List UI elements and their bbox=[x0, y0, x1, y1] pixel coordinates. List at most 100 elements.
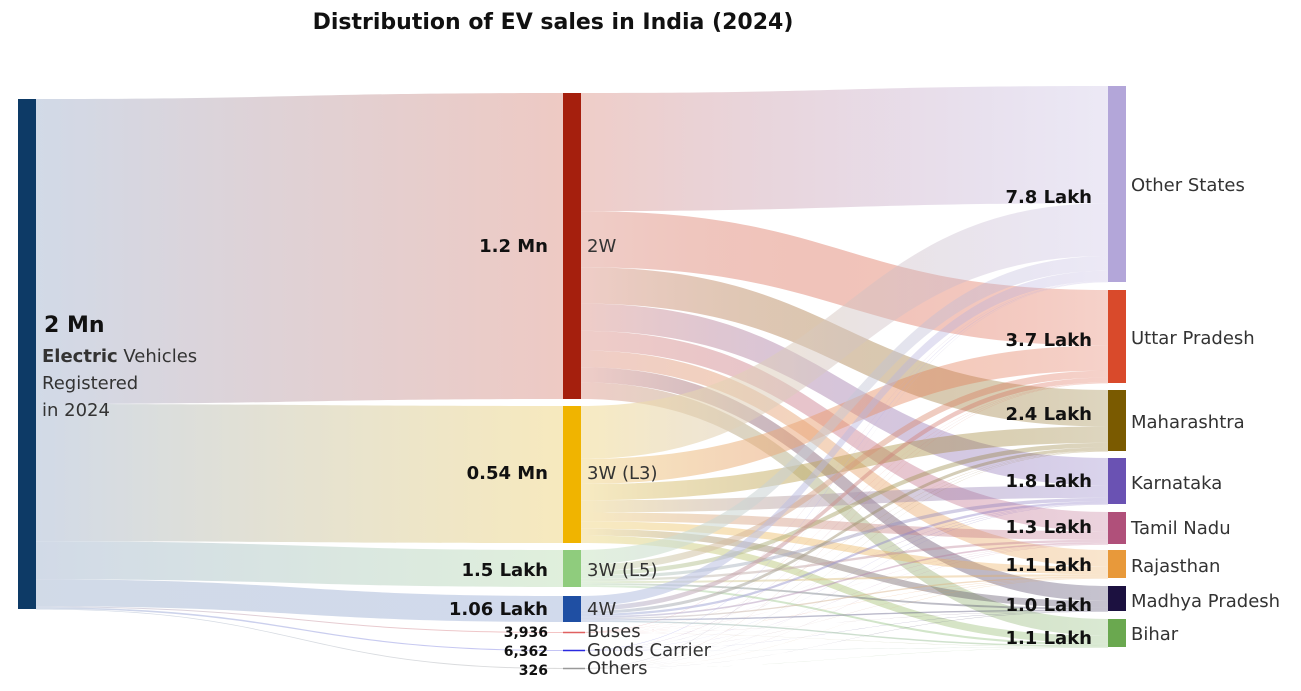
category-value-others: 326 bbox=[519, 663, 548, 679]
state-name-uttar-pradesh: Uttar Pradesh bbox=[1131, 328, 1255, 349]
state-node-bihar bbox=[1108, 619, 1126, 647]
flow-4w-tamil-nadu bbox=[581, 542, 1108, 618]
flow-3w-l3-maharashtra bbox=[581, 426, 1108, 501]
state-node-uttar-pradesh bbox=[1108, 290, 1126, 383]
state-value-maharashtra: 2.4 Lakh bbox=[1005, 404, 1092, 425]
source-name-line3: in 2024 bbox=[42, 400, 110, 421]
category-node-3w-l5 bbox=[563, 550, 581, 587]
category-node-2w bbox=[563, 93, 581, 399]
flow-others-other-states bbox=[581, 281, 1108, 669]
state-value-madhya-pradesh: 1.0 Lakh bbox=[1005, 595, 1092, 616]
flow-goods-carrier-uttar-pradesh bbox=[581, 382, 1108, 651]
flow-source-others bbox=[36, 608, 563, 669]
flow-goods-carrier-maharashtra bbox=[581, 450, 1108, 651]
source-name-line1: Electric Vehicles bbox=[42, 346, 197, 367]
labels: 2 Mn Electric Vehicles Registered in 2024 1.… bbox=[42, 175, 1280, 679]
flow-goods-carrier-karnataka bbox=[581, 504, 1108, 651]
category-name-buses: Buses bbox=[587, 621, 641, 642]
flow-buses-other-states bbox=[581, 280, 1108, 633]
flow-buses-tamil-nadu bbox=[581, 543, 1108, 633]
state-value-other-states: 7.8 Lakh bbox=[1005, 187, 1092, 208]
flow-2w-karnataka bbox=[581, 303, 1108, 486]
state-name-karnataka: Karnataka bbox=[1131, 473, 1222, 494]
flow-4w-karnataka bbox=[581, 501, 1108, 617]
flow-4w-bihar bbox=[581, 620, 1108, 647]
flow-buses-bihar bbox=[581, 632, 1108, 648]
state-node-rajasthan bbox=[1108, 550, 1126, 578]
category-value-goods-carrier: 6,362 bbox=[504, 644, 548, 660]
state-value-tamil-nadu: 1.3 Lakh bbox=[1005, 517, 1092, 538]
category-name-4w: 4W bbox=[587, 599, 616, 620]
flow-goods-carrier-rajasthan bbox=[581, 578, 1108, 651]
state-name-bihar: Bihar bbox=[1131, 624, 1179, 645]
flow-4w-rajasthan bbox=[581, 576, 1108, 620]
category-node-3w-l3 bbox=[563, 406, 581, 543]
flow-3w-l5-karnataka bbox=[581, 497, 1108, 579]
chart-title: Distribution of EV sales in India (2024) bbox=[312, 10, 794, 35]
flow-3w-l5-other-states bbox=[581, 255, 1108, 565]
state-node-other-states bbox=[1108, 86, 1126, 282]
flow-4w-maharashtra bbox=[581, 447, 1108, 614]
flow-source-4w bbox=[36, 579, 563, 622]
flow-buses-uttar-pradesh bbox=[581, 382, 1108, 633]
source-value-label: 2 Mn bbox=[44, 313, 105, 338]
state-name-other-states: Other States bbox=[1131, 175, 1245, 196]
flow-others-bihar bbox=[581, 647, 1108, 669]
flow-3w-l3-karnataka bbox=[581, 485, 1108, 513]
category-name-3w-l5: 3W (L5) bbox=[587, 560, 658, 581]
flow-3w-l5-madhya-pradesh bbox=[581, 583, 1108, 610]
flow-4w-madhya-pradesh bbox=[581, 609, 1108, 621]
state-node-madhya-pradesh bbox=[1108, 586, 1126, 611]
state-node-tamil-nadu bbox=[1108, 512, 1126, 544]
flow-3w-l5-uttar-pradesh bbox=[581, 370, 1108, 572]
flow-others-karnataka bbox=[581, 504, 1108, 669]
state-name-tamil-nadu: Tamil Nadu bbox=[1130, 518, 1231, 539]
flow-source-buses bbox=[36, 606, 563, 633]
category-value-2w: 1.2 Mn bbox=[479, 236, 548, 257]
state-value-karnataka: 1.8 Lakh bbox=[1005, 471, 1092, 492]
flow-4w-other-states bbox=[581, 270, 1108, 607]
flow-goods-carrier-other-states bbox=[581, 281, 1108, 651]
state-name-maharashtra: Maharashtra bbox=[1131, 412, 1245, 433]
category-flows bbox=[36, 93, 563, 669]
category-name-goods-carrier: Goods Carrier bbox=[587, 640, 712, 661]
flow-2w-madhya-pradesh bbox=[581, 367, 1108, 601]
flow-buses-madhya-pradesh bbox=[581, 610, 1108, 633]
flow-2w-other-states bbox=[581, 86, 1108, 212]
flow-4w-uttar-pradesh bbox=[581, 377, 1108, 611]
state-flows bbox=[581, 86, 1108, 669]
nodes bbox=[18, 86, 1126, 669]
flow-goods-carrier-bihar bbox=[581, 647, 1108, 651]
category-name-others: Others bbox=[587, 658, 648, 679]
flow-source-3w-l5 bbox=[36, 541, 563, 587]
flow-3w-l3-bihar bbox=[581, 535, 1108, 644]
flow-buses-karnataka bbox=[581, 503, 1108, 633]
flow-source-2w bbox=[36, 93, 563, 404]
category-name-3w-l3: 3W (L3) bbox=[587, 463, 658, 484]
flow-others-rajasthan bbox=[581, 578, 1108, 669]
flow-buses-maharashtra bbox=[581, 450, 1108, 633]
state-node-maharashtra bbox=[1108, 390, 1126, 451]
flow-3w-l3-rajasthan bbox=[581, 521, 1108, 575]
state-value-bihar: 1.1 Lakh bbox=[1005, 628, 1092, 649]
state-value-uttar-pradesh: 3.7 Lakh bbox=[1005, 330, 1092, 351]
state-value-rajasthan: 1.1 Lakh bbox=[1005, 555, 1092, 576]
flow-source-3w-l3 bbox=[36, 403, 563, 543]
flow-source-goods-carrier bbox=[36, 607, 563, 651]
flow-others-tamil-nadu bbox=[581, 544, 1108, 669]
category-value-buses: 3,936 bbox=[504, 625, 548, 641]
state-name-rajasthan: Rajasthan bbox=[1131, 556, 1220, 577]
category-value-3w-l3: 0.54 Mn bbox=[467, 463, 548, 484]
source-node bbox=[18, 99, 36, 609]
flow-3w-l5-rajasthan bbox=[581, 574, 1108, 584]
flow-buses-rajasthan bbox=[581, 577, 1108, 633]
state-name-madhya-pradesh: Madhya Pradesh bbox=[1131, 591, 1280, 612]
flow-2w-tamil-nadu bbox=[581, 330, 1108, 532]
flow-others-maharashtra bbox=[581, 451, 1108, 669]
flow-3w-l3-other-states bbox=[581, 203, 1108, 459]
category-value-3w-l5: 1.5 Lakh bbox=[461, 560, 548, 581]
flow-others-madhya-pradesh bbox=[581, 611, 1108, 669]
category-name-2w: 2W bbox=[587, 236, 616, 257]
flow-goods-carrier-tamil-nadu bbox=[581, 544, 1108, 651]
